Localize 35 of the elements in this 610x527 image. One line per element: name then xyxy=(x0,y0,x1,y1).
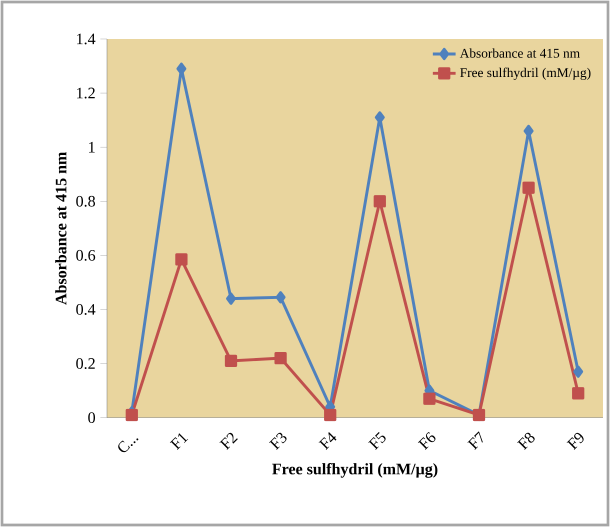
x-tick-label: F1 xyxy=(170,433,188,450)
y-tick-label: 1.2 xyxy=(77,88,95,98)
y-tick-label: 0 xyxy=(88,412,96,424)
x-tick-label: F7 xyxy=(467,431,483,450)
point xyxy=(423,392,436,405)
point xyxy=(274,352,287,364)
x-tick-label: F9 xyxy=(566,432,584,450)
y-tick-label: 0.6 xyxy=(76,250,96,261)
point xyxy=(276,291,286,304)
point xyxy=(573,366,584,378)
y-tick-label: 0.2 xyxy=(76,358,95,369)
point xyxy=(126,408,138,422)
y-tick-label: 0.4 xyxy=(76,304,96,315)
y-tick-label: 1.4 xyxy=(77,34,96,44)
legend-label: Absorbance at 415 nm xyxy=(460,48,580,58)
y-tick-label: 0.8 xyxy=(76,196,96,207)
point xyxy=(374,195,386,208)
x-axis-title: Free sulfhydril (mM/µg) xyxy=(272,462,438,478)
point xyxy=(176,62,186,75)
x-tick-label: F6 xyxy=(418,432,436,450)
y-axis-title: Absorbance at 415 nm xyxy=(55,152,66,305)
point xyxy=(226,292,236,305)
point xyxy=(572,387,584,400)
legend-label: Free sulfhydril (mM/µg) xyxy=(460,68,591,80)
x-tick-label: F2 xyxy=(219,432,238,450)
x-tick-label: F8 xyxy=(517,432,535,450)
point xyxy=(324,408,336,422)
point xyxy=(175,253,188,266)
point xyxy=(522,182,535,194)
x-tick-label: F5 xyxy=(368,432,386,450)
point xyxy=(224,354,238,367)
y-tick-label: 1 xyxy=(89,142,95,152)
x-tick-label: C... xyxy=(118,438,138,452)
x-tick-label: F3 xyxy=(269,432,287,450)
x-tick-label: F4 xyxy=(318,432,336,450)
